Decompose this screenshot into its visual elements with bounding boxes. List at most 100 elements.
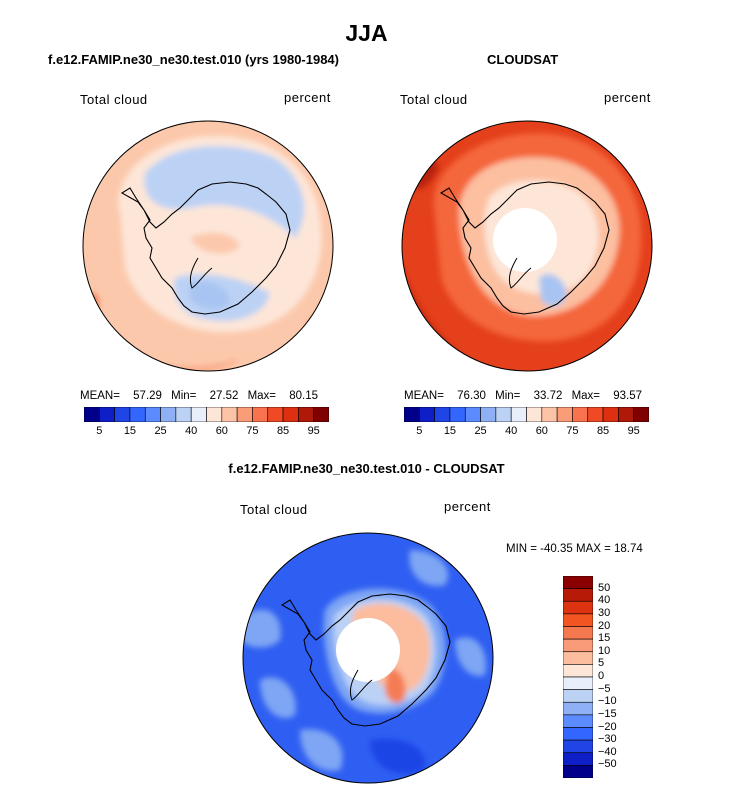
colorbar-swatch xyxy=(526,407,543,422)
colorbar-swatch xyxy=(618,407,634,422)
difference-field-patch xyxy=(409,550,449,586)
colorbar-tick-label: 25 xyxy=(154,425,167,437)
colorbar-tick-label: 60 xyxy=(535,425,548,437)
colorbar-swatch xyxy=(563,576,593,589)
max-value: 93.57 xyxy=(613,390,643,402)
mean-value: 76.30 xyxy=(457,390,486,402)
colorbar-swatch xyxy=(572,407,589,422)
pole-hole xyxy=(336,618,400,682)
coastline xyxy=(349,669,373,701)
colorbar-tick-label: 75 xyxy=(566,425,579,437)
colorbar-tick-label: 50 xyxy=(598,581,611,594)
colorbar-tick-label: 10 xyxy=(598,644,611,657)
colorbar-swatch xyxy=(563,765,593,778)
colorbar-swatch xyxy=(563,714,593,728)
colorbar-swatch xyxy=(404,407,420,422)
model-field-patch xyxy=(190,281,230,310)
colorbar-tick-label: 15 xyxy=(123,425,137,437)
colorbar-swatch xyxy=(563,626,593,640)
mean-label: MEAN= xyxy=(404,390,444,402)
min-label: Min= xyxy=(495,390,521,402)
coastline xyxy=(508,257,532,289)
colorbar-swatch xyxy=(563,588,593,602)
colorbar-tick-label: 40 xyxy=(598,594,611,607)
colorbar-swatch xyxy=(563,600,593,615)
colorbar-swatch xyxy=(495,407,512,422)
difference-colorbar xyxy=(563,576,593,778)
model-panel-title: f.e12.FAMIP.ne30_ne30.test.010 (yrs 1980… xyxy=(48,52,339,67)
cloudsat-units-label: percent xyxy=(604,90,651,105)
colorbar-tick-label: 5 xyxy=(598,657,605,670)
difference-units-label: percent xyxy=(444,499,491,514)
colorbar-swatch xyxy=(563,613,593,627)
colorbar-tick-label: 40 xyxy=(185,425,198,437)
colorbar-swatch xyxy=(160,407,177,422)
difference-field-patch xyxy=(455,637,486,676)
colorbar-swatch xyxy=(206,407,223,422)
figure-title: JJA xyxy=(345,20,388,46)
colorbar-tick-label: −20 xyxy=(598,720,617,733)
colorbar-swatch xyxy=(84,407,100,422)
difference-polar-map xyxy=(242,532,494,784)
colorbar-swatch xyxy=(556,407,573,422)
colorbar-swatch xyxy=(114,407,131,422)
colorbar-swatch xyxy=(633,407,649,422)
colorbar-swatch xyxy=(541,407,558,422)
colorbar-tick-label: −50 xyxy=(598,758,617,771)
coastline xyxy=(439,181,610,315)
colorbar-swatch xyxy=(510,407,527,422)
colorbar-swatch xyxy=(190,407,207,422)
difference-panel-title: f.e12.FAMIP.ne30_ne30.test.010 - CLOUDSA… xyxy=(228,461,505,476)
model-variable-label: Total cloud xyxy=(80,92,148,107)
colorbar-swatch xyxy=(449,407,466,422)
difference-field-patch xyxy=(243,609,281,648)
colorbar-tick-label: −10 xyxy=(598,695,617,708)
colorbar-tick-label: 40 xyxy=(505,425,518,437)
colorbar-swatch xyxy=(129,407,146,422)
colorbar-swatch xyxy=(563,752,593,766)
mean-label: MEAN= xyxy=(80,390,120,402)
colorbar-swatch xyxy=(563,689,593,703)
model-stats: MEAN= 57.29 Min= 27.52 Max= 80.15 xyxy=(80,390,350,402)
colorbar-swatch xyxy=(563,651,593,665)
colorbar-swatch xyxy=(434,407,451,422)
cloudsat-variable-label: Total cloud xyxy=(400,92,468,107)
model-field-patch xyxy=(305,316,330,358)
colorbar-tick-label: −5 xyxy=(598,682,611,695)
model-colorbar-ticks: 5 15 25 40 60 75 85 95 xyxy=(84,425,329,439)
colorbar-swatch xyxy=(221,407,238,422)
colorbar-tick-label: 25 xyxy=(474,425,487,437)
colorbar-swatch xyxy=(282,407,299,422)
model-field-patch xyxy=(190,232,240,254)
cloudsat-field-patch xyxy=(539,273,567,307)
min-label: Min= xyxy=(171,390,197,402)
colorbar-tick-label: −40 xyxy=(598,745,617,758)
cloudsat-colorbar xyxy=(404,407,649,422)
min-value: 27.52 xyxy=(209,390,239,402)
difference-minmax: MIN = -40.35 MAX = 18.74 xyxy=(506,543,643,555)
difference-field-patch xyxy=(300,729,343,771)
colorbar-tick-label: −30 xyxy=(598,733,617,746)
cloudsat-stats: MEAN= 76.30 Min= 33.72 Max= 93.57 xyxy=(404,390,674,402)
colorbar-swatch xyxy=(563,701,593,716)
difference-field-patch xyxy=(385,669,406,703)
difference-variable-label: Total cloud xyxy=(240,502,308,517)
colorbar-swatch xyxy=(252,407,269,422)
difference-field-patch xyxy=(260,677,296,719)
colorbar-swatch xyxy=(175,407,192,422)
colorbar-tick-label: 85 xyxy=(596,425,610,437)
colorbar-tick-label: 75 xyxy=(246,425,259,437)
colorbar-tick-label: 5 xyxy=(416,425,423,437)
model-field-patch xyxy=(144,146,305,238)
model-polar-map xyxy=(82,120,334,372)
colorbar-tick-label: 5 xyxy=(96,425,103,437)
colorbar-swatch xyxy=(313,407,329,422)
colorbar-swatch xyxy=(144,407,161,422)
max-value: 80.15 xyxy=(289,390,319,402)
colorbar-tick-label: 20 xyxy=(598,619,611,632)
colorbar-tick-label: −15 xyxy=(598,707,617,720)
model-colorbar xyxy=(84,407,329,422)
colorbar-tick-label: 95 xyxy=(307,425,320,437)
colorbar-tick-label: 85 xyxy=(276,425,290,437)
colorbar-swatch xyxy=(236,407,253,422)
